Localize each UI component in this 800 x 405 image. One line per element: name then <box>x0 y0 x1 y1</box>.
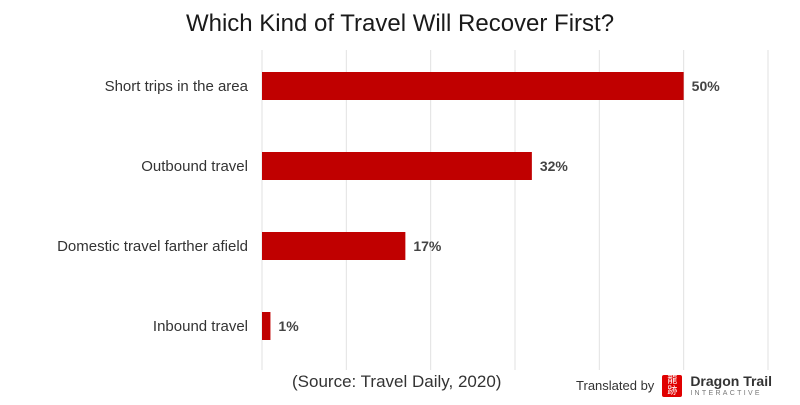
category-label: Outbound travel <box>141 158 248 175</box>
bar <box>262 312 271 340</box>
bar-chart: Short trips in the area 50% Outbound trave… <box>57 50 769 370</box>
source-note: (Source: Travel Daily, 2020) <box>292 372 502 391</box>
value-label: 50% <box>692 78 721 94</box>
value-label: 17% <box>413 238 442 254</box>
category-label: Short trips in the area <box>105 78 249 95</box>
category-label: Domestic travel farther afield <box>57 238 248 255</box>
grid-lines <box>261 50 769 370</box>
credit: Translated by 龍跡 Dragon Trail INTERACTIV… <box>576 374 772 397</box>
category-label: Inbound travel <box>153 318 248 335</box>
dragon-trail-logo-icon: 龍跡 <box>662 374 683 397</box>
logo-sub: INTERACTIVE <box>690 390 762 397</box>
chart-title: Which Kind of Travel Will Recover First? <box>185 10 615 37</box>
value-label: 32% <box>540 158 569 174</box>
value-label: 1% <box>278 318 299 334</box>
logo-text: Dragon Trail INTERACTIVE <box>690 374 772 397</box>
labels: Short trips in the area 50% Outbound trave… <box>57 78 720 335</box>
bar <box>262 152 532 180</box>
bars <box>262 72 684 340</box>
bar <box>262 72 684 100</box>
credit-label: Translated by <box>576 378 655 393</box>
logo-name: Dragon Trail <box>690 373 772 389</box>
bar <box>262 232 406 260</box>
